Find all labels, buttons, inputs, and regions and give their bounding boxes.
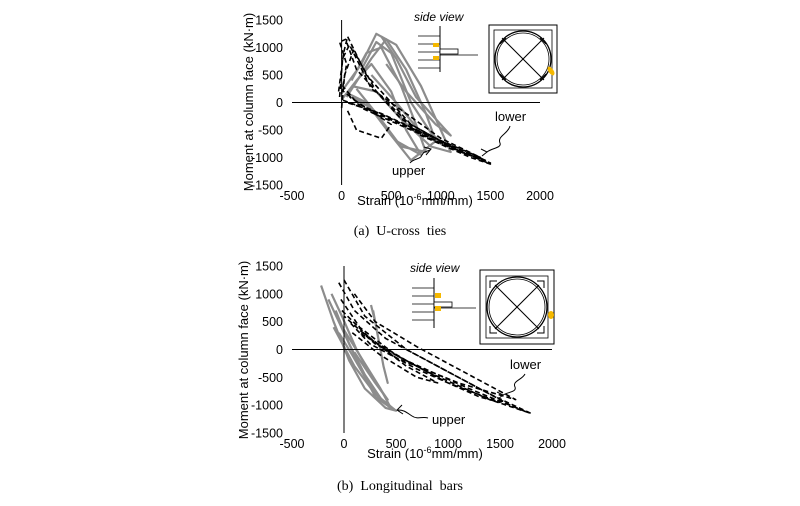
chart-panel-a: side view -500 0 500 1000 1500 2000 <box>0 0 800 250</box>
cross-section-diagram-icon <box>488 24 558 94</box>
chart-a: side view -500 0 500 1000 1500 2000 <box>241 10 558 208</box>
y-ticks: -1500 -1000 -500 0 500 1000 1500 <box>251 260 283 441</box>
y-ticks: -1500 -1000 -500 0 500 1000 1500 <box>251 14 283 193</box>
series-upper-loop-3 <box>360 40 447 148</box>
x-tick-label: 1000 <box>434 437 462 451</box>
x-tick-label: 0 <box>341 437 348 451</box>
annotation-upper: upper <box>392 163 426 178</box>
y-tick-label: -1000 <box>251 151 283 165</box>
y-axis-label: Moment at column face (kN·m) <box>241 13 256 191</box>
y-axis-label: Moment at column face (kN·m) <box>236 261 251 439</box>
inset-title: side view <box>410 261 461 275</box>
series-upper-loop-4 <box>330 293 389 401</box>
y-tick-label: -1500 <box>251 427 283 441</box>
series-lower-loop-4 <box>346 96 393 140</box>
annotation-lower: lower <box>510 357 542 372</box>
x-tick-label: 1000 <box>427 189 455 203</box>
y-tick-label: 500 <box>262 69 283 83</box>
x-tick-label: -500 <box>279 189 304 203</box>
caption-a: (a) U-cross ties <box>353 224 447 239</box>
annotation-lower-group: lower <box>496 357 542 400</box>
x-tick-label: 500 <box>386 437 407 451</box>
series-lower <box>338 279 533 415</box>
x-axis-label: Strain (10-6mm/mm) <box>357 192 473 208</box>
x-tick-label: 2000 <box>538 437 566 451</box>
strain-gauge-marker-icon <box>435 293 441 298</box>
caption-b: (b) Longitudinal bars <box>337 479 463 494</box>
y-tick-label: -1000 <box>251 399 283 413</box>
side-view-diagram-icon: side view <box>414 10 478 72</box>
y-tick-label: 1000 <box>255 41 283 55</box>
series-lower-loop-2 <box>340 49 492 165</box>
x-tick-label: 500 <box>381 189 402 203</box>
chart-b: side view -500 0 500 1000 1500 2000 <box>236 260 566 462</box>
side-view-diagram-icon: side view <box>410 261 476 328</box>
series-lower-loop-0 <box>338 38 492 164</box>
strain-gauge-marker-icon <box>433 43 439 47</box>
y-tick-label: 1500 <box>255 260 283 274</box>
y-tick-label: 0 <box>276 96 283 110</box>
series-lower-loop-3 <box>353 293 517 401</box>
annotation-upper-group: upper <box>392 146 432 178</box>
annotation-lower: lower <box>495 109 527 124</box>
series-upper-loop-5 <box>380 35 452 137</box>
x-tick-label: -500 <box>279 437 304 451</box>
inset-title: side view <box>414 10 465 24</box>
strain-gauge-marker-icon <box>548 311 554 319</box>
y-tick-label: -500 <box>258 124 283 138</box>
series-lower-loop-0 <box>338 282 533 415</box>
x-ticks: -500 0 500 1000 1500 2000 <box>279 437 565 451</box>
series-upper-loop-3 <box>369 304 389 384</box>
chart-panel-b: side view -500 0 500 1000 1500 2000 <box>0 250 800 501</box>
series-upper-loop-2 <box>334 310 385 404</box>
strain-gauge-marker-icon <box>435 306 441 311</box>
strain-gauge-marker-icon <box>547 66 555 76</box>
annotation-lower-group: lower <box>480 109 527 157</box>
series-lower-loop-2 <box>340 298 501 404</box>
annotation-upper-group: upper <box>396 404 466 427</box>
y-tick-label: 1000 <box>255 287 283 301</box>
y-tick-label: 0 <box>276 343 283 357</box>
x-tick-label: 2000 <box>526 189 554 203</box>
series-upper <box>340 32 452 162</box>
x-axis-label: Strain (10-6mm/mm) <box>367 445 483 461</box>
y-tick-label: -1500 <box>251 179 283 193</box>
series-lower-loop-4 <box>341 309 439 384</box>
series-lower <box>337 35 492 165</box>
x-tick-label: 1500 <box>486 437 514 451</box>
x-ticks: -500 0 500 1000 1500 2000 <box>279 189 553 203</box>
cross-section-diagram-icon <box>479 269 555 345</box>
y-tick-label: 500 <box>262 315 283 329</box>
strain-gauge-marker-icon <box>433 56 439 60</box>
y-tick-label: -500 <box>258 371 283 385</box>
series-lower-loop-3 <box>338 43 482 159</box>
x-tick-label: 1500 <box>476 189 504 203</box>
x-tick-label: 0 <box>338 189 345 203</box>
annotation-upper: upper <box>432 412 466 427</box>
y-tick-label: 1500 <box>255 14 283 28</box>
